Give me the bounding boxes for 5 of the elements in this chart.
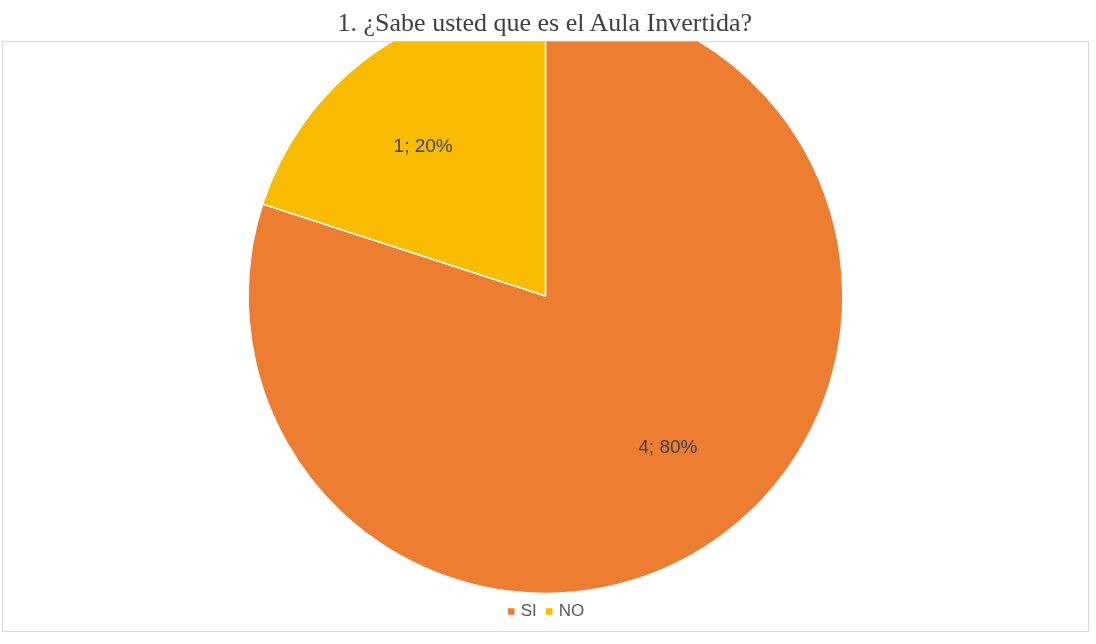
- legend-label: SI: [520, 601, 538, 621]
- chart-title: 1. ¿Sabe usted que es el Aula Invertida?: [337, 7, 752, 37]
- legend-label: NO: [558, 601, 585, 621]
- data-label: 4; 80%: [638, 436, 698, 458]
- data-label: 1; 20%: [393, 134, 453, 156]
